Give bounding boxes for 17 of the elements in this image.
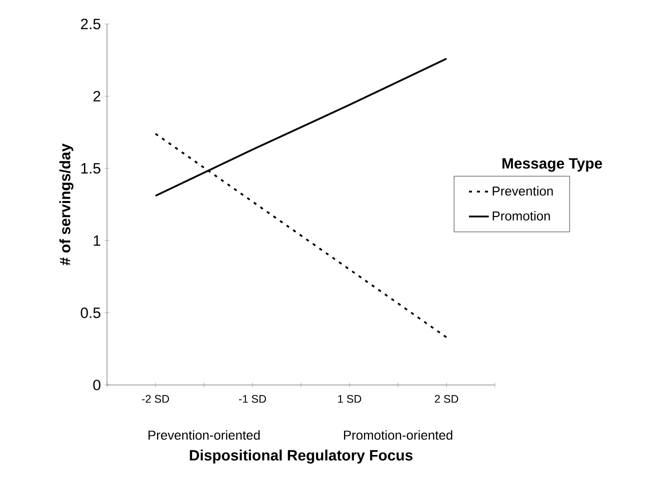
- y-tick-label: 0: [93, 380, 100, 390]
- text: Prevention-oriented: [148, 430, 260, 440]
- legend-label: Promotion: [492, 211, 550, 221]
- y-tick-label: 1.5: [81, 163, 100, 174]
- x-tick-label: -1 SD: [238, 395, 266, 403]
- text: Promotion-oriented: [344, 430, 452, 440]
- legend-label: Prevention: [492, 186, 553, 196]
- y-tick-label: 1: [94, 235, 100, 246]
- x-tick-label: 1 SD: [338, 395, 362, 403]
- y-tick-label: 2.5: [80, 18, 100, 30]
- legend-title: Message Type: [502, 158, 602, 172]
- x-tick-label: -2 SD: [142, 395, 169, 403]
- y-tick-label: 2: [93, 90, 100, 102]
- x-tick-label: 2 SD: [434, 395, 458, 403]
- y-axis-title: # of servings/day: [59, 144, 74, 266]
- x-axis-title: Dispositional Regulatory Focus: [190, 450, 412, 464]
- y-tick-label: 0.5: [80, 307, 100, 318]
